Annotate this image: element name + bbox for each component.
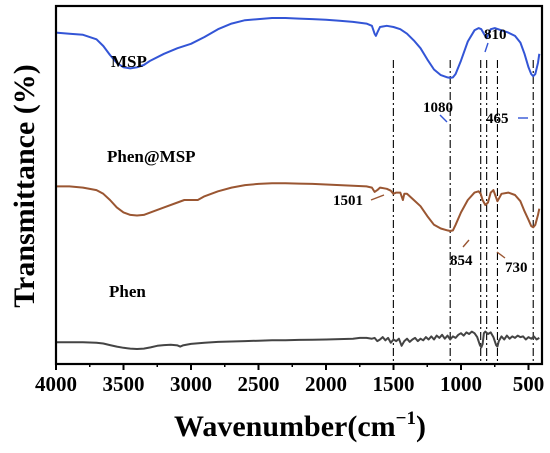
series-line-phen-msp [56,182,541,232]
peak-label-1501: 1501 [333,193,363,209]
peak-label-1080: 1080 [423,100,453,116]
x-tick-label-500: 500 [513,372,545,396]
arrow-810 [484,42,489,53]
x-tick-label-1500: 1500 [373,372,415,396]
x-tick-label-2000: 2000 [305,372,347,396]
peak-label-854: 854 [450,253,473,269]
x-tick-label-1000: 1000 [440,372,482,396]
x-tick-label-4000: 4000 [35,372,77,396]
x-tick-label-3000: 3000 [170,372,212,396]
peak-guide-lines [392,60,534,362]
x-axis-title-close: ) [416,410,426,443]
x-tick-label-3500: 3500 [103,372,145,396]
peak-arrows [370,42,528,259]
series-label-phen-msp: Phen@MSP [107,147,196,166]
series-line-phen [56,330,540,350]
y-axis-title: Transmittance (%) [8,64,41,308]
arrow-730 [496,251,506,259]
x-axis-title: Wavenumber(cm−1) [174,408,426,443]
x-tick-label-2500: 2500 [238,372,280,396]
plot-frame [54,4,544,366]
arrow-854 [462,239,470,248]
series-label-msp: MSP [111,52,147,71]
x-axis-title-superscript: −1 [396,408,416,429]
peak-label-730: 730 [505,260,528,276]
arrow-1501 [370,194,385,201]
series-line-msp [55,17,541,79]
peak-label-810: 810 [484,27,507,43]
spectra-series [55,17,541,350]
x-axis-title-main: Wavenumber(cm [174,410,396,443]
series-label-phen: Phen [109,282,146,301]
x-axis-ticks: 4000 3500 3000 2500 2000 1500 1000 500 [35,364,544,396]
peak-label-465: 465 [486,111,509,127]
arrow-1080 [439,114,448,123]
